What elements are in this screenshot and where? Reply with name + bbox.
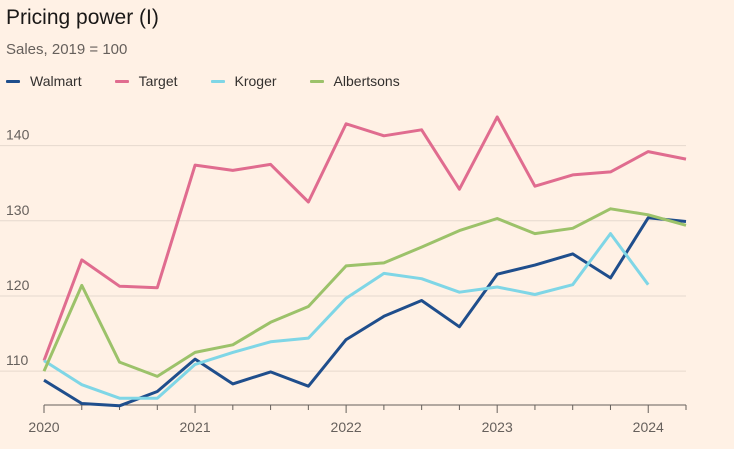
y-tick-label: 140: [6, 127, 30, 143]
x-tick-label: 2024: [633, 419, 664, 435]
series-line-target: [42, 115, 687, 362]
legend-label: Walmart: [30, 73, 82, 89]
x-tick-label: 2021: [179, 419, 210, 435]
legend-label: Albertsons: [333, 73, 400, 89]
x-tick-label: 2020: [28, 419, 59, 435]
legend-item-walmart: Walmart: [6, 73, 82, 89]
y-tick-label: 110: [6, 352, 29, 368]
legend-label: Kroger: [234, 73, 277, 89]
series-line-albertsons: [42, 207, 687, 378]
legend-item-kroger: Kroger: [210, 73, 277, 89]
x-tick-label: 2022: [331, 419, 362, 435]
legend-swatch: [114, 79, 129, 83]
chart-subtitle: Sales, 2019 = 100: [6, 41, 128, 58]
chart-legend: Walmart Target Kroger Albertsons: [6, 73, 433, 89]
y-tick-label: 130: [6, 202, 30, 218]
series-line-kroger: [43, 232, 650, 400]
legend-swatch: [309, 79, 324, 83]
legend-item-target: Target: [114, 73, 178, 89]
legend-swatch: [6, 79, 20, 83]
series-line-walmart: [43, 216, 687, 408]
chart-title: Pricing power (I): [6, 6, 159, 29]
legend-swatch: [210, 79, 225, 83]
y-tick-label: 120: [6, 277, 30, 293]
legend-label: Target: [138, 73, 178, 89]
x-tick-label: 2023: [482, 419, 513, 435]
legend-item-albertsons: Albertsons: [309, 73, 400, 89]
